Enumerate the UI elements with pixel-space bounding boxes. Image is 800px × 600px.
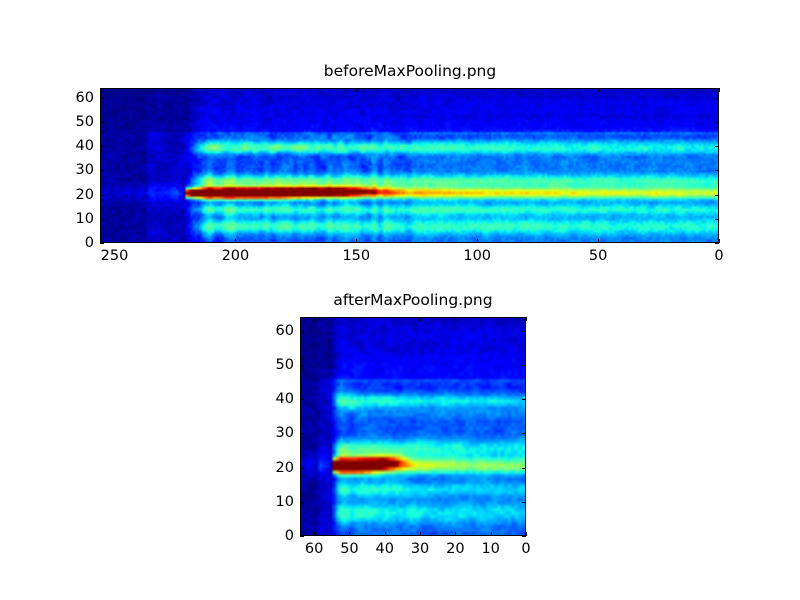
x-tick-mark	[356, 239, 358, 243]
y-tick-mark	[100, 194, 104, 196]
heatmap-axes-after[interactable]	[300, 317, 526, 536]
heatmap-image-after	[301, 318, 525, 535]
y-tick-mark	[300, 467, 304, 469]
x-tick-mark	[349, 532, 351, 536]
x-tick-mark-top	[598, 88, 600, 92]
x-tick-mark-top	[477, 88, 479, 92]
x-tick-mark-top	[356, 88, 358, 92]
y-tick-mark	[300, 433, 304, 435]
x-tick-mark	[420, 532, 422, 536]
y-tick-mark	[300, 536, 304, 537]
x-tick-mark-top	[235, 88, 237, 92]
y-tick-label: 40	[75, 138, 94, 155]
y-tick-mark-right	[522, 467, 526, 469]
x-tick-mark-top	[719, 88, 720, 92]
x-tick-label: 30	[410, 541, 430, 557]
x-tick-mark-top	[384, 317, 386, 321]
y-tick-label: 60	[275, 322, 294, 339]
y-tick-mark-right	[715, 194, 719, 196]
x-tick-mark	[455, 532, 457, 536]
y-tick-label: 50	[275, 356, 294, 373]
x-tick-label: 200	[221, 248, 250, 264]
heatmap-image-before	[101, 89, 718, 242]
y-tick-mark-right	[522, 536, 526, 537]
x-tick-label: 250	[100, 248, 129, 264]
x-tick-label: 60	[304, 541, 324, 557]
x-tick-label: 10	[481, 541, 500, 557]
y-tick-mark-right	[715, 97, 719, 99]
x-tick-mark-top	[420, 317, 422, 321]
plot-title-after: afterMaxPooling.png	[333, 291, 493, 309]
y-tick-mark	[300, 399, 304, 401]
heatmap-axes-before[interactable]	[100, 88, 719, 243]
y-tick-label: 40	[275, 391, 294, 408]
x-tick-label: 0	[714, 248, 724, 264]
x-tick-mark	[477, 239, 479, 243]
x-tick-label: 100	[463, 248, 492, 264]
y-tick-label: 10	[275, 493, 294, 510]
y-tick-mark-right	[522, 330, 526, 332]
y-tick-mark-right	[522, 399, 526, 401]
x-tick-mark	[384, 532, 386, 536]
y-tick-label: 10	[75, 210, 94, 227]
x-tick-mark-top	[490, 317, 492, 321]
x-tick-mark	[598, 239, 600, 243]
x-tick-mark-top	[314, 317, 316, 321]
x-tick-label: 50	[588, 248, 608, 264]
y-tick-mark	[300, 330, 304, 332]
x-tick-mark	[490, 532, 492, 536]
y-tick-mark-right	[522, 433, 526, 435]
y-tick-mark-right	[522, 501, 526, 503]
y-tick-mark	[100, 97, 104, 99]
y-tick-label: 0	[284, 528, 294, 544]
x-tick-mark	[526, 532, 527, 536]
x-tick-mark	[235, 239, 237, 243]
y-tick-mark	[300, 364, 304, 366]
y-tick-label: 30	[75, 162, 94, 179]
x-tick-mark	[719, 239, 720, 243]
y-tick-mark-right	[715, 121, 719, 123]
y-tick-label: 0	[84, 235, 94, 251]
x-tick-label: 0	[521, 541, 531, 557]
y-tick-mark-right	[715, 243, 719, 244]
x-tick-label: 150	[342, 248, 371, 264]
y-tick-mark-right	[715, 146, 719, 148]
y-tick-label: 20	[75, 186, 94, 203]
x-tick-mark-top	[349, 317, 351, 321]
plot-title-before: beforeMaxPooling.png	[323, 62, 497, 80]
y-tick-mark	[100, 121, 104, 123]
x-tick-label: 50	[340, 541, 359, 557]
y-tick-mark	[100, 243, 104, 244]
y-tick-mark	[300, 501, 304, 503]
y-tick-label: 20	[275, 459, 294, 476]
x-tick-mark-top	[526, 317, 527, 321]
y-tick-label: 30	[275, 425, 294, 442]
subplot-after-max-pooling: afterMaxPooling.png 0 10 20 30 40 50 60 0 10 20 30…	[276, 291, 531, 561]
y-tick-mark	[100, 146, 104, 148]
subplot-before-max-pooling: beforeMaxPooling.png 0 50 100 150 200 250 0 10 2…	[76, 62, 724, 264]
x-tick-label: 40	[375, 541, 394, 557]
y-tick-mark-right	[715, 218, 719, 220]
y-tick-mark-right	[522, 364, 526, 366]
x-tick-mark	[114, 239, 116, 243]
y-tick-mark	[100, 218, 104, 220]
y-tick-mark	[100, 170, 104, 172]
y-tick-label: 60	[75, 89, 94, 106]
y-tick-mark-right	[715, 170, 719, 172]
x-tick-mark	[314, 532, 316, 536]
y-tick-label: 50	[75, 113, 94, 130]
x-tick-mark-top	[114, 88, 116, 92]
x-tick-mark-top	[455, 317, 457, 321]
x-tick-label: 20	[446, 541, 465, 557]
